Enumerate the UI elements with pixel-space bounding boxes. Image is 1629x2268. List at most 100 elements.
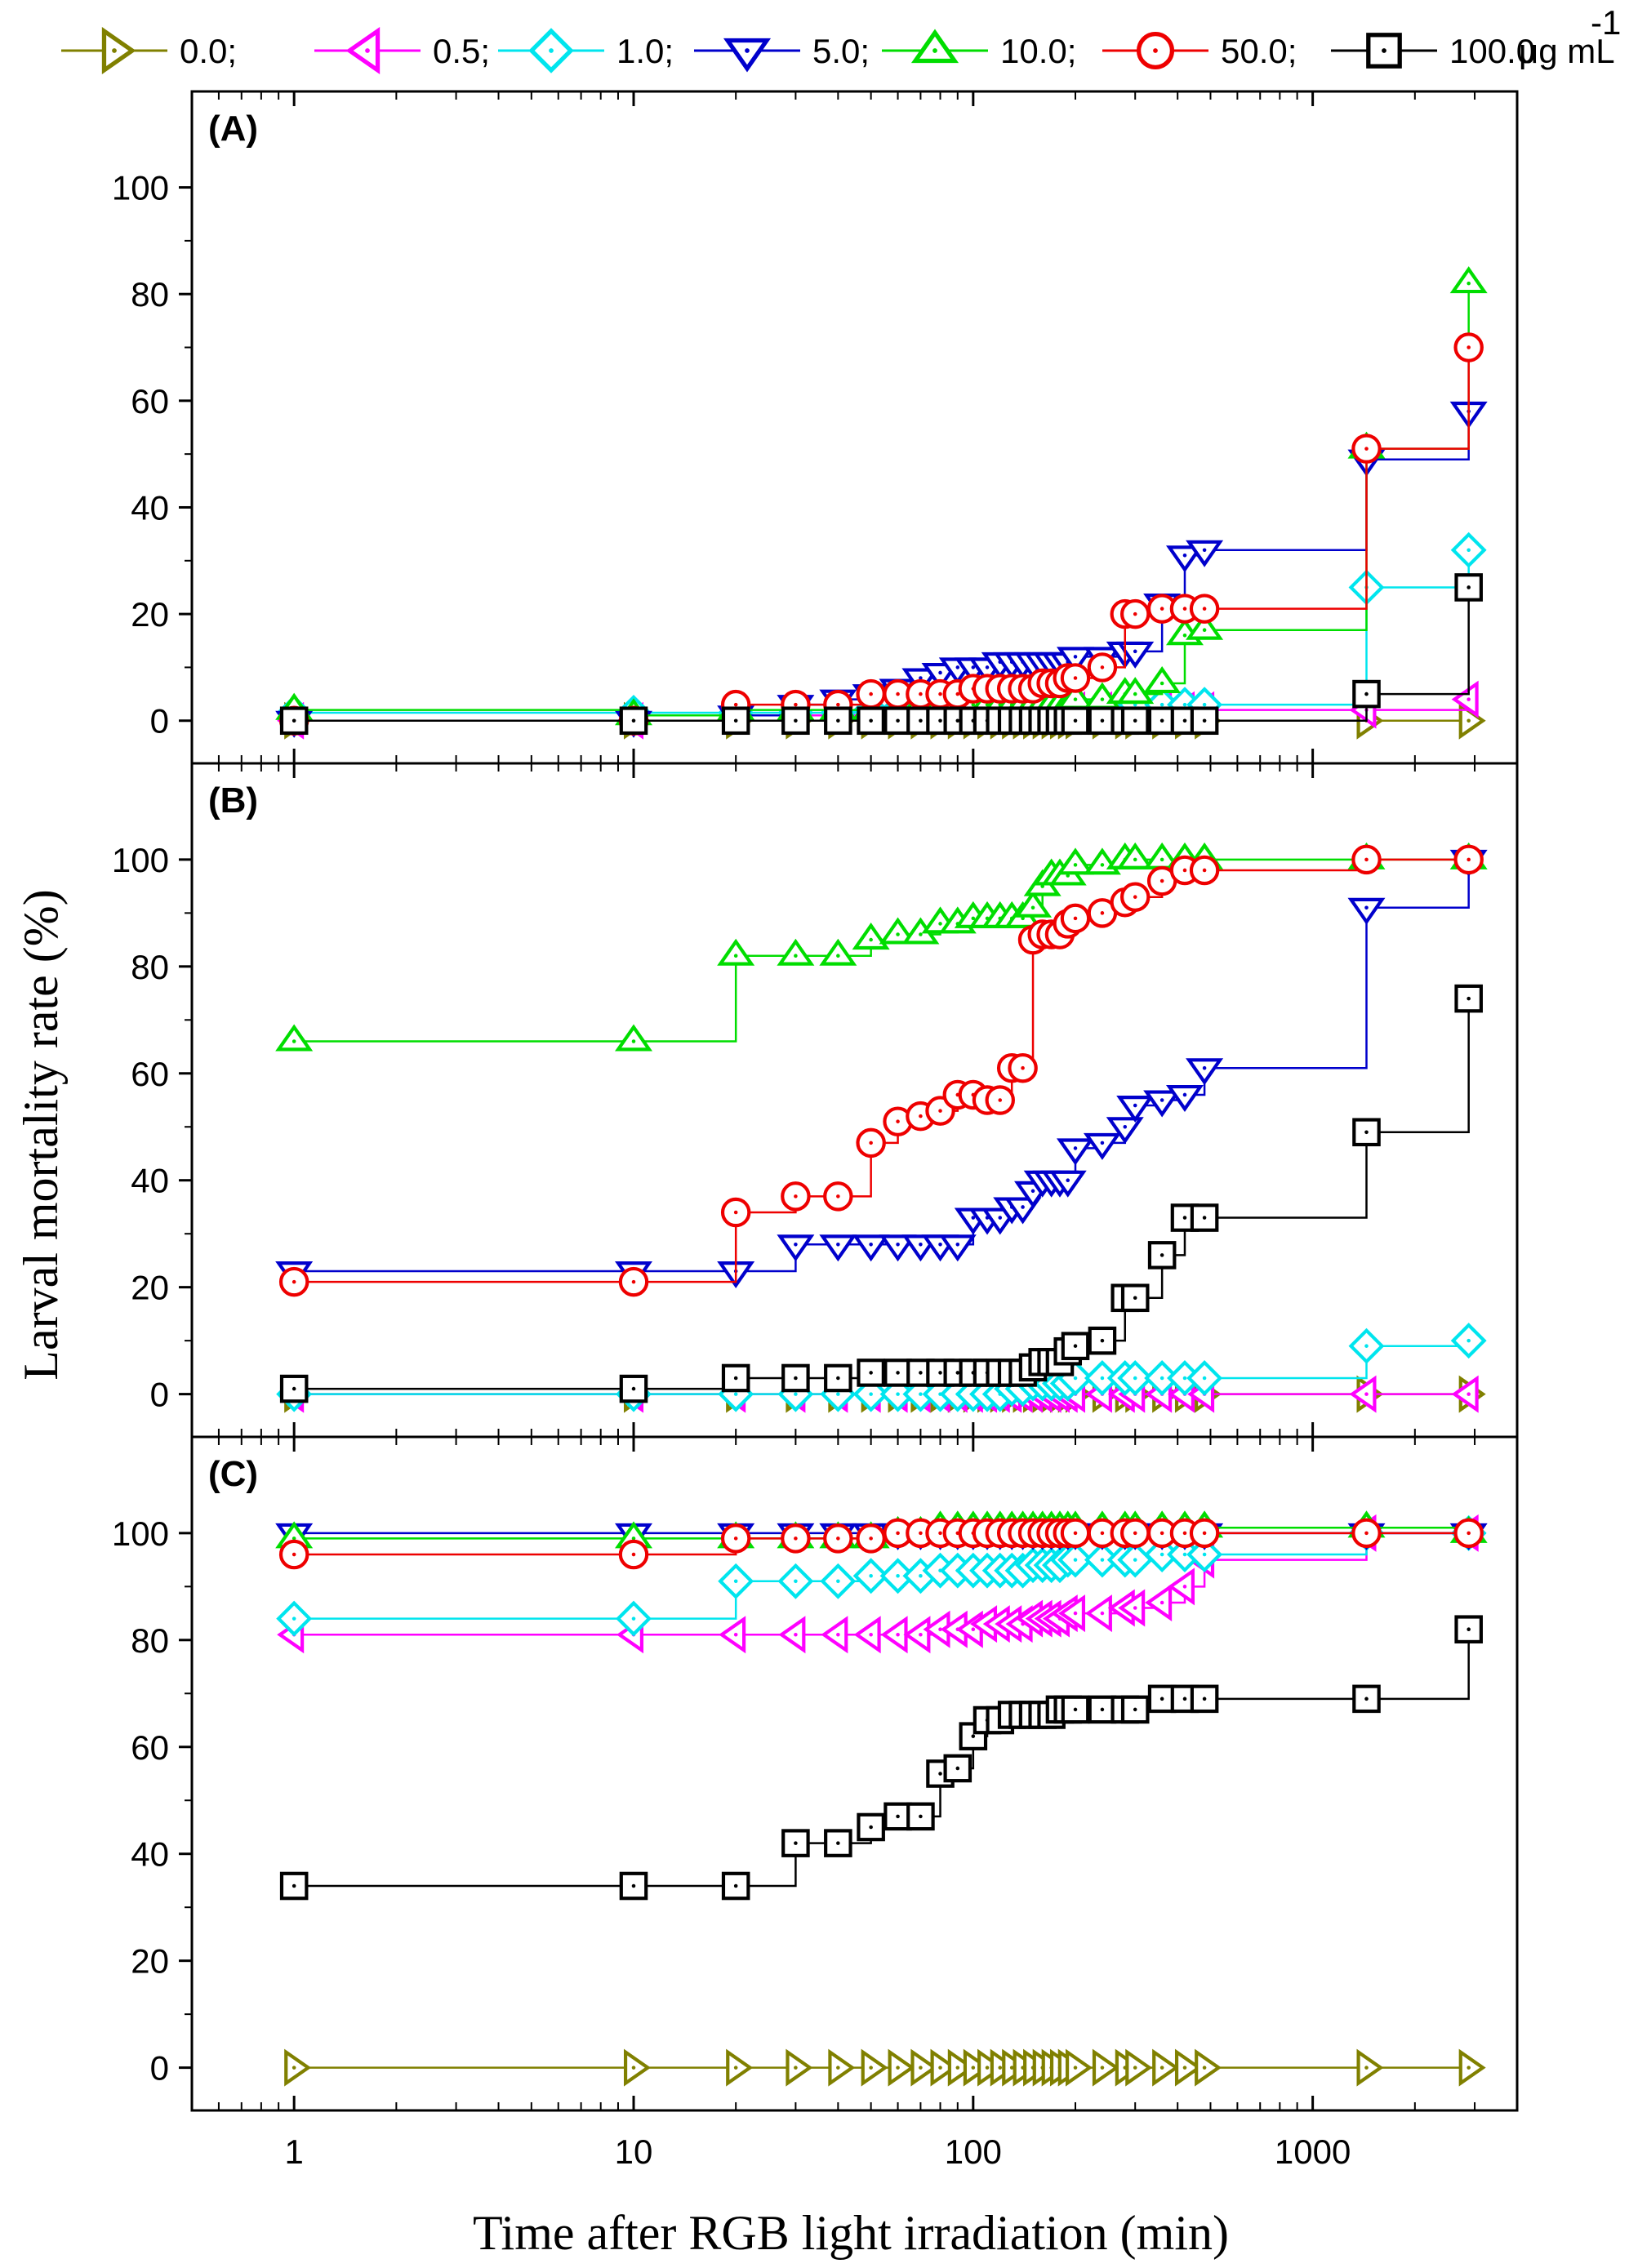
data-point-dot: [1133, 649, 1137, 654]
data-point-dot: [794, 1632, 798, 1637]
data-point-dot: [631, 2066, 636, 2070]
data-point: [1186, 540, 1224, 567]
data-point-dot: [919, 932, 923, 936]
data-point-dot: [938, 1371, 942, 1375]
y-tick-label: 80: [131, 1621, 169, 1660]
y-tick-label: 40: [131, 488, 169, 527]
data-point-dot: [1159, 1697, 1164, 1701]
y-tick-label: 100: [112, 169, 169, 207]
data-point-dot: [1364, 1392, 1369, 1396]
legend-unit: μg mL: [1519, 32, 1615, 70]
y-tick-label: 40: [131, 1162, 169, 1200]
data-point-dot: [1133, 1606, 1137, 1610]
data-point-dot: [1467, 2066, 1471, 2070]
data-point-dot: [1073, 1146, 1078, 1150]
data-point-dot: [1133, 1531, 1137, 1536]
legend-entry-1-0: 1.0;: [498, 28, 674, 73]
series-step-line: [294, 283, 1470, 717]
data-point-dot: [938, 2066, 942, 2070]
legend-label: 1.0;: [616, 32, 674, 70]
data-point-dot: [836, 702, 840, 707]
data-point: [614, 1024, 653, 1052]
data-point-dot: [1182, 553, 1187, 558]
data-point-dot: [919, 676, 923, 680]
data-point: [1458, 2048, 1486, 2087]
data-point: [1056, 1138, 1095, 1166]
data-point-dot: [1100, 1376, 1105, 1381]
data-point-dot: [836, 1632, 840, 1637]
data-point-dot: [1100, 1558, 1105, 1562]
data-point-dot: [1159, 718, 1164, 723]
data-point-dot: [1202, 1065, 1207, 1070]
data-point: [717, 938, 755, 966]
data-point-dot: [1159, 681, 1164, 686]
panel-c: (C) 0 20 40 60 80 100 1 10 100 1000: [112, 1435, 1519, 2171]
series-100-0: [279, 984, 1483, 1403]
data-point: [1014, 890, 1053, 918]
data-point-dot: [971, 665, 976, 669]
data-point-dot: [733, 1579, 738, 1584]
data-point-dot: [1364, 1130, 1369, 1135]
data-point: [821, 1616, 848, 1654]
data-point-dot: [1182, 868, 1187, 873]
data-point-dot: [733, 1632, 738, 1637]
legend-label: 50.0;: [1221, 32, 1297, 70]
data-point-dot: [971, 1734, 976, 1738]
data-point-dot: [955, 1766, 960, 1771]
data-point: [275, 1024, 314, 1052]
data-point-dot: [1364, 857, 1369, 862]
data-point-dot: [631, 1279, 636, 1284]
legend-label: 10.0;: [1000, 32, 1076, 70]
series-step-line: [294, 858, 1469, 1043]
data-point-dot: [896, 1632, 900, 1637]
data-point-dot: [919, 692, 923, 696]
data-point: [1451, 680, 1479, 718]
data-point-dot: [1467, 1531, 1471, 1536]
data-point-dot: [1467, 697, 1471, 701]
y-tick-label: 100: [112, 1514, 169, 1553]
data-point-dot: [1202, 607, 1207, 611]
data-point-dot: [1182, 1697, 1187, 1701]
series-50-0: [278, 844, 1484, 1297]
data-point-dot: [1133, 1707, 1137, 1712]
data-point-dot: [1202, 1697, 1207, 1701]
data-point-dot: [1364, 1344, 1369, 1348]
data-point: [938, 1234, 977, 1262]
data-point: [1143, 666, 1182, 694]
data-point-dot: [919, 1814, 923, 1819]
data-point: [1352, 679, 1381, 709]
data-point-dot: [955, 1371, 960, 1375]
y-tick-label: 0: [150, 2049, 169, 2088]
data-point: [1451, 1375, 1479, 1413]
data-point-dot: [1364, 447, 1369, 451]
data-point-dot: [896, 1531, 900, 1536]
data-point-dot: [998, 1098, 1003, 1102]
data-point-dot: [1182, 1216, 1187, 1220]
data-point: [828, 2048, 856, 2087]
data-point-dot: [1467, 1338, 1471, 1343]
legend-marker-dot: [1153, 48, 1158, 53]
data-point: [903, 1616, 931, 1654]
data-point-dot: [1100, 1141, 1105, 1145]
legend-marker-dot: [1382, 48, 1386, 53]
data-point-dot: [1364, 905, 1369, 910]
data-point-dot: [896, 1119, 900, 1123]
data-point-dot: [1159, 1600, 1164, 1605]
data-point-dot: [794, 1841, 798, 1845]
data-point-dot: [836, 2066, 840, 2070]
data-point-dot: [896, 1573, 900, 1578]
data-point-dot: [1100, 1611, 1105, 1616]
data-point-dot: [1467, 345, 1471, 349]
data-point-dot: [1073, 676, 1078, 680]
data-point-dot: [919, 1243, 923, 1247]
data-point-dot: [1073, 916, 1078, 921]
data-point-dot: [1021, 1065, 1025, 1070]
data-point-dot: [794, 718, 798, 723]
data-point: [1449, 266, 1488, 294]
data-point: [1116, 677, 1155, 705]
data-point-dot: [733, 702, 738, 707]
data-point: [1352, 1118, 1381, 1147]
data-point-dot: [631, 1536, 636, 1541]
data-point-dot: [733, 1376, 738, 1381]
